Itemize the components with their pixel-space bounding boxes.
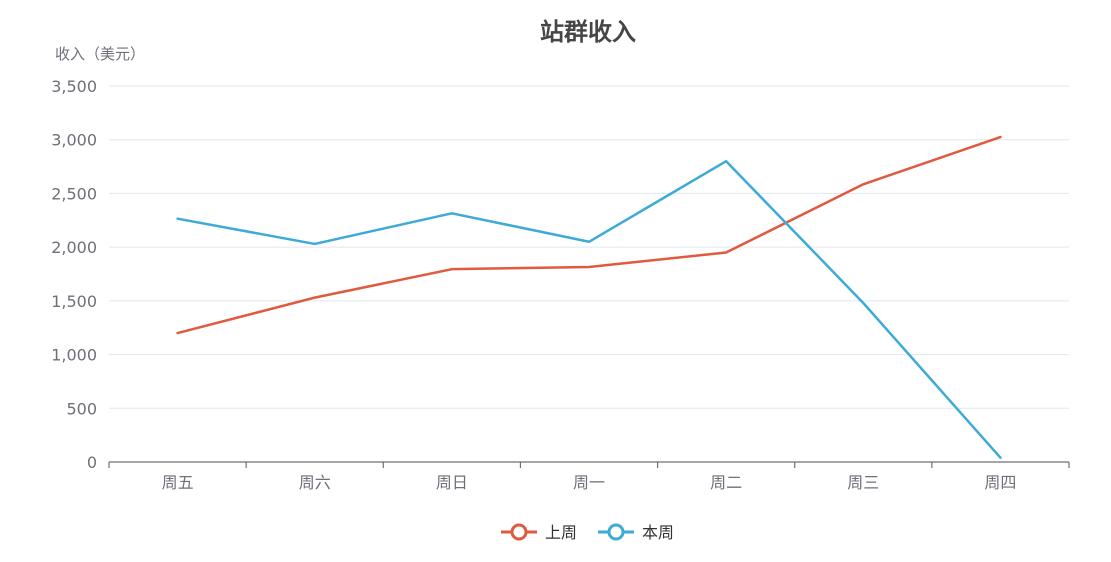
y-axis-label: 收入（美元） <box>55 45 145 63</box>
axis-layer: 0 500 1,000 1,500 2,000 2,500 3,000 3,500 周五 周六 周日… <box>51 77 1070 492</box>
series-line-1 <box>176 135 1002 335</box>
x-tick-label: 周二 <box>710 473 742 492</box>
legend-item-1[interactable]: 上周 <box>501 523 577 542</box>
series-layer <box>176 135 1002 459</box>
legend-label: 上周 <box>545 523 577 542</box>
x-tick-label: 周四 <box>984 473 1016 492</box>
legend-marker <box>607 523 625 541</box>
x-tick-label: 周一 <box>573 473 605 492</box>
x-tick-label: 周日 <box>436 473 468 492</box>
x-tick-label: 周六 <box>299 473 331 492</box>
y-tick-label: 500 <box>66 399 97 418</box>
y-tick-label: 1,500 <box>51 292 97 311</box>
y-tick-label: 3,000 <box>51 131 97 150</box>
legend: 上周 本周 <box>501 523 674 542</box>
legend-marker <box>510 523 528 541</box>
x-tick-label: 周五 <box>162 473 194 492</box>
grid-layer <box>109 85 1069 409</box>
y-tick-label: 3,500 <box>51 77 97 96</box>
series-line-2 <box>176 159 1002 459</box>
legend-item-2[interactable]: 本周 <box>598 523 674 542</box>
legend-label: 本周 <box>642 523 674 542</box>
y-tick-label: 2,500 <box>51 184 97 203</box>
y-tick-label: 2,000 <box>51 238 97 257</box>
y-tick-label: 0 <box>87 453 97 472</box>
y-tick-label: 1,000 <box>51 346 97 365</box>
chart-title: 站群收入 <box>540 18 636 46</box>
x-tick-label: 周三 <box>847 473 879 492</box>
